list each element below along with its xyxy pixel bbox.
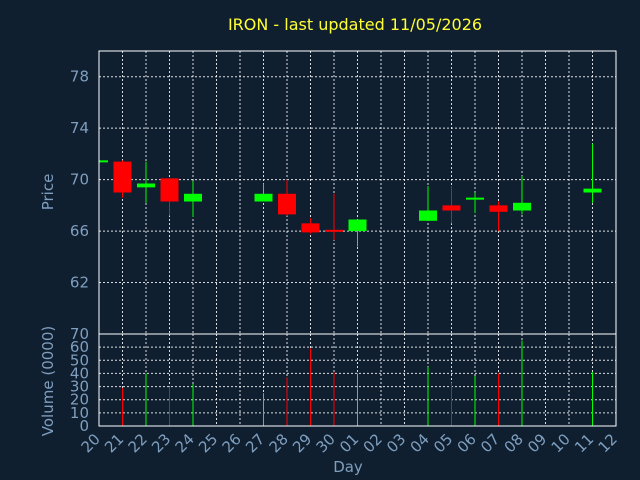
candle-body bbox=[513, 202, 531, 211]
volume-bars bbox=[122, 340, 593, 426]
price-axis-ticks: 62 66 70 74 78 bbox=[70, 68, 89, 292]
candle bbox=[489, 201, 508, 232]
chart-title: IRON - last updated 11/05/2026 bbox=[228, 15, 482, 34]
price-axis-label: Price bbox=[39, 174, 57, 211]
candle-body bbox=[278, 193, 296, 215]
candle-body bbox=[184, 193, 202, 202]
candle-body bbox=[489, 205, 508, 212]
candle bbox=[137, 161, 155, 203]
volume-tick-label: 40 bbox=[70, 364, 89, 382]
price-tick-label: 74 bbox=[70, 119, 89, 137]
x-tick-label: 02 bbox=[360, 430, 386, 456]
candle bbox=[184, 180, 202, 217]
x-tick-label: 27 bbox=[242, 430, 268, 456]
volume-tick-label: 20 bbox=[70, 391, 89, 409]
x-tick-label: 06 bbox=[454, 430, 480, 456]
volume-tick-label: 60 bbox=[70, 338, 89, 356]
volume-tick-label: 50 bbox=[70, 351, 89, 369]
candle-body bbox=[442, 205, 461, 211]
x-axis-label: Day bbox=[333, 458, 363, 476]
candle-body bbox=[583, 188, 602, 193]
candle bbox=[466, 192, 484, 214]
candle-body bbox=[301, 223, 320, 233]
x-tick-label: 23 bbox=[148, 430, 174, 456]
candle bbox=[348, 219, 367, 247]
x-tick-label: 07 bbox=[477, 430, 503, 456]
candle bbox=[113, 160, 132, 198]
x-tick-label: 30 bbox=[313, 430, 339, 456]
x-tick-label: 10 bbox=[548, 430, 574, 456]
candle bbox=[160, 178, 179, 216]
x-tick-label: 25 bbox=[195, 430, 221, 456]
price-tick-label: 62 bbox=[70, 274, 89, 292]
candle-body bbox=[466, 197, 484, 200]
candle bbox=[513, 175, 531, 215]
x-tick-label: 01 bbox=[336, 430, 362, 456]
x-tick-label: 21 bbox=[101, 430, 127, 456]
candle bbox=[325, 193, 343, 241]
price-tick-label: 66 bbox=[70, 222, 89, 240]
candle-body bbox=[419, 210, 437, 221]
candle-body bbox=[325, 229, 343, 232]
candle-body bbox=[113, 161, 132, 193]
volume-tick-label: 10 bbox=[70, 404, 89, 422]
x-tick-label: 05 bbox=[430, 430, 456, 456]
candle bbox=[442, 186, 461, 224]
candle bbox=[278, 179, 296, 216]
volume-panel-frame bbox=[98, 333, 617, 427]
candle-body bbox=[99, 160, 108, 163]
x-tick-label: 08 bbox=[501, 430, 527, 456]
price-tick-label: 78 bbox=[70, 68, 89, 86]
x-tick-label: 24 bbox=[172, 430, 198, 456]
x-axis-ticks: 2021222324252627282930010203040506070809… bbox=[78, 430, 621, 456]
volume-axis-label: Volume (0000) bbox=[39, 326, 57, 436]
candle bbox=[583, 143, 602, 203]
x-tick-label: 29 bbox=[289, 430, 315, 456]
volume-tick-label: 70 bbox=[70, 325, 89, 343]
volume-tick-label: 0 bbox=[79, 417, 89, 435]
x-tick-label: 03 bbox=[383, 430, 409, 456]
candle bbox=[301, 218, 320, 234]
candle-body bbox=[254, 193, 273, 202]
x-tick-label: 12 bbox=[595, 430, 621, 456]
candle bbox=[419, 186, 437, 221]
x-tick-label: 11 bbox=[571, 430, 597, 456]
x-tick-label: 26 bbox=[219, 430, 245, 456]
volume-tick-label: 30 bbox=[70, 378, 89, 396]
candle-body bbox=[160, 178, 179, 202]
x-tick-label: 22 bbox=[125, 430, 151, 456]
x-tick-label: 04 bbox=[407, 430, 433, 456]
price-tick-label: 70 bbox=[70, 171, 89, 189]
candles bbox=[99, 143, 602, 247]
x-tick-label: 09 bbox=[524, 430, 550, 456]
candle bbox=[99, 160, 108, 163]
candle-body bbox=[348, 219, 367, 232]
x-tick-label: 28 bbox=[266, 430, 292, 456]
candle bbox=[254, 183, 273, 202]
candle-body bbox=[137, 183, 155, 188]
